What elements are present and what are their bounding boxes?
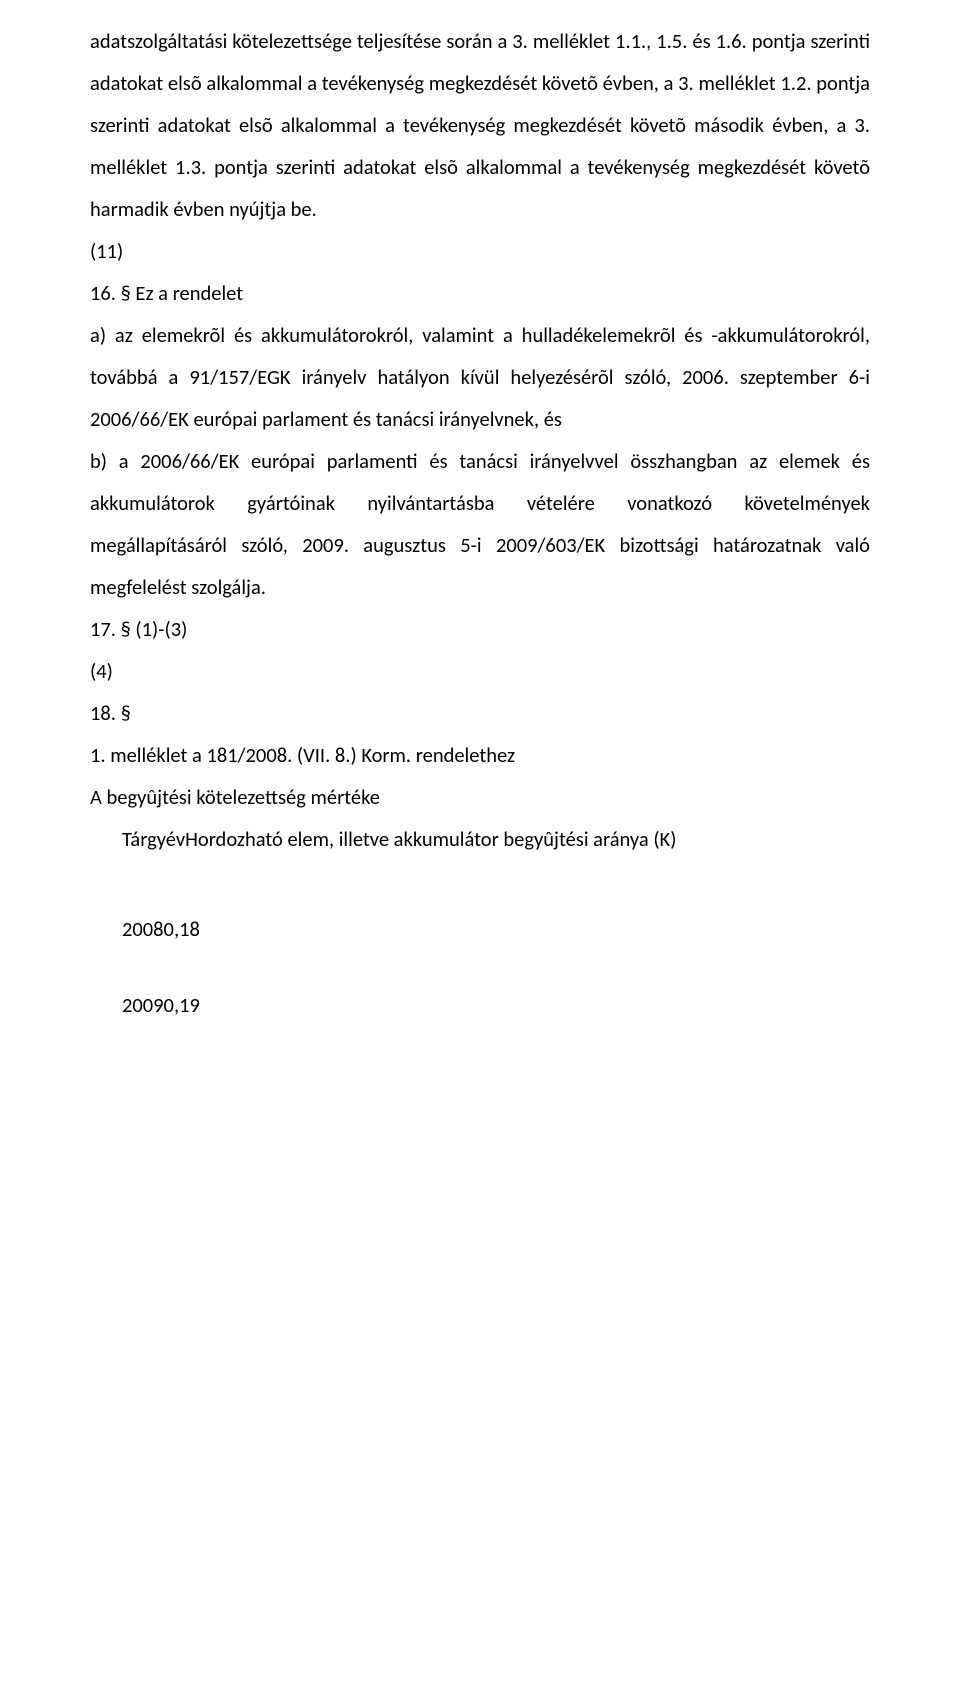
paragraph-11: TárgyévHordozható elem, illetve akkumulá… [90,818,870,860]
paragraph-3: 16. § Ez a rendelet [90,272,870,314]
paragraph-4: a) az elemekrõl és akkumulátorokról, val… [90,314,870,440]
paragraph-5: b) a 2006/66/EK európai parlamenti és ta… [90,440,870,608]
paragraph-7: (4) [90,650,870,692]
paragraph-9: 1. melléklet a 181/2008. (VII. 8.) Korm.… [90,734,870,776]
paragraph-12: 20080,18 [90,908,870,950]
spacer-1 [90,860,870,908]
paragraph-1: adatszolgáltatási kötelezettsége teljesí… [90,20,870,230]
paragraph-2: (11) [90,230,870,272]
paragraph-10: A begyûjtési kötelezettség mértéke [90,776,870,818]
spacer-2 [90,950,870,984]
paragraph-13: 20090,19 [90,984,870,1026]
paragraph-6: 17. § (1)-(3) [90,608,870,650]
paragraph-8: 18. § [90,692,870,734]
